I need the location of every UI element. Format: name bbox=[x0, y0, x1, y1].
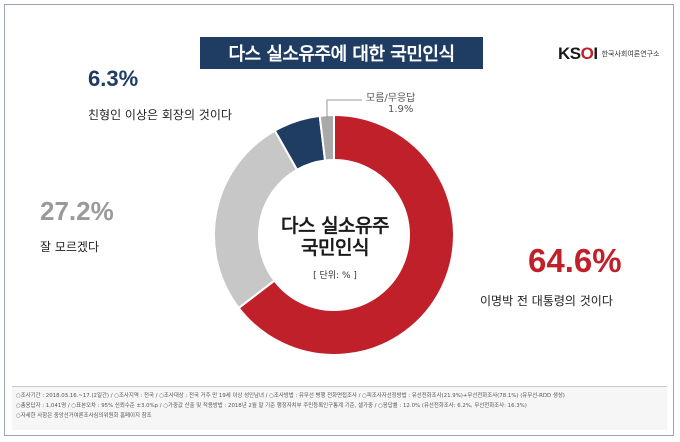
slice-lee bbox=[237, 113, 455, 356]
slice-name-label-brother: 친형인 이상은 회장의 것이다 bbox=[88, 108, 232, 122]
slice-name-label-lee: 이명박 전 대통령의 것이다 bbox=[480, 294, 613, 308]
slice-dont-know bbox=[213, 129, 299, 310]
chart-title: 다스 실소유주에 대한 국민인식 bbox=[200, 37, 483, 69]
logo-mark: KSOI bbox=[558, 44, 598, 63]
slice-name-label-dont-know: 잘 모르겠다 bbox=[40, 240, 100, 254]
logo-text: 한국사회여론연구소 bbox=[601, 50, 660, 58]
center-title: 다스 실소유주 국민인식 bbox=[281, 215, 390, 259]
unit-label: [ 단위: % ] bbox=[313, 271, 357, 281]
no-answer-leader-line bbox=[326, 99, 362, 119]
survey-notes: ○조사기간 : 2018.03.16.~17.(2일간) / ○조사지역 : 전… bbox=[12, 386, 667, 430]
slice-name-label-no-answer: 모름/무응답 bbox=[366, 93, 416, 104]
slice-value-label-brother: 6.3% bbox=[88, 66, 139, 91]
slice-value-label-no-answer: 1.9% bbox=[388, 104, 414, 115]
chart-frame: 다스 실소유주에 대한 국민인식 KSOI 한국사회여론연구소 bbox=[4, 4, 674, 436]
notes-line-1: ○조사기간 : 2018.03.16.~17.(2일간) / ○조사지역 : 전… bbox=[16, 393, 565, 399]
notes-line-2: ○총응답자 : 1,041명 / ○표본오차 : 95% 신뢰수준 ±3.0%p… bbox=[16, 403, 527, 409]
ksoi-logo: KSOI 한국사회여론연구소 bbox=[558, 43, 660, 65]
slice-value-label-dont-know: 27.2% bbox=[40, 196, 114, 226]
slice-value-label-lee: 64.6% bbox=[528, 242, 622, 279]
slice-no-answer bbox=[318, 113, 335, 162]
notes-line-3: ○자세한 사항은 중앙선거여론조사심의위원회 홈페이지 참조 bbox=[16, 413, 152, 419]
